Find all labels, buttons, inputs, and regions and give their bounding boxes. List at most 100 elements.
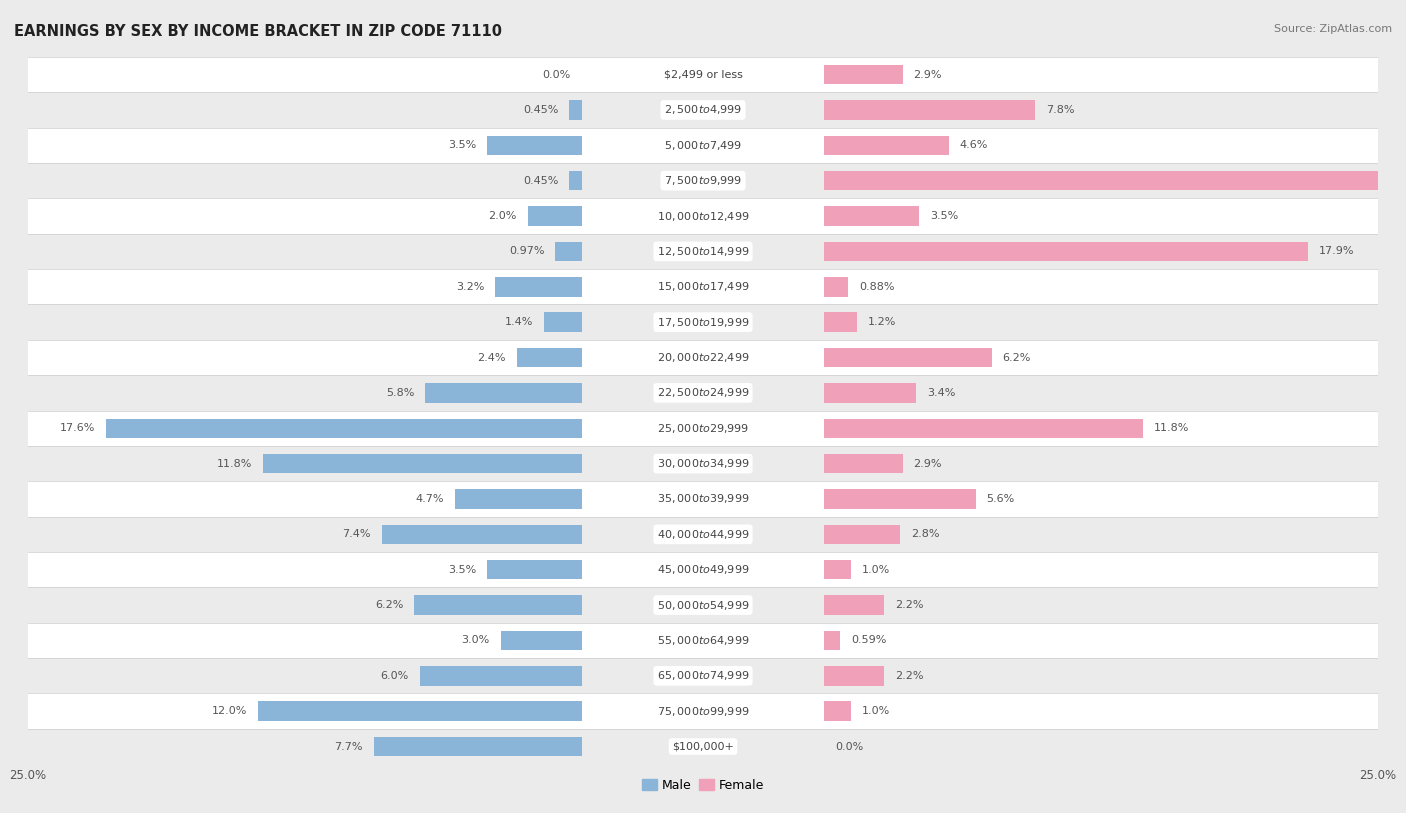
Bar [425,383,582,402]
Text: $75,000 to $99,999: $75,000 to $99,999 [657,705,749,718]
Text: 6.2%: 6.2% [1002,353,1031,363]
Bar [569,100,582,120]
Bar [501,631,582,650]
Text: 2.4%: 2.4% [478,353,506,363]
Bar [544,312,582,332]
Bar [28,693,1378,729]
Bar [824,524,900,544]
Bar [495,277,582,297]
Text: 0.0%: 0.0% [543,70,571,80]
Text: 1.0%: 1.0% [862,565,890,575]
Bar [824,419,1143,438]
Text: 1.4%: 1.4% [505,317,533,327]
Text: $2,499 or less: $2,499 or less [664,70,742,80]
Text: 5.6%: 5.6% [987,494,1015,504]
Text: 17.9%: 17.9% [1319,246,1354,256]
Text: 2.0%: 2.0% [488,211,517,221]
Text: 4.6%: 4.6% [959,141,988,150]
Text: $40,000 to $44,999: $40,000 to $44,999 [657,528,749,541]
Text: 7.4%: 7.4% [343,529,371,539]
Bar [374,737,582,756]
Bar [382,524,582,544]
Text: $30,000 to $34,999: $30,000 to $34,999 [657,457,749,470]
Bar [824,702,852,721]
Bar [419,666,582,685]
Bar [28,552,1378,587]
Text: 0.88%: 0.88% [859,282,894,292]
Text: $65,000 to $74,999: $65,000 to $74,999 [657,669,749,682]
Bar [28,340,1378,375]
Text: 0.97%: 0.97% [509,246,544,256]
Bar [263,454,582,473]
Bar [28,376,1378,411]
Legend: Male, Female: Male, Female [637,774,769,797]
Bar [107,419,582,438]
Bar [28,269,1378,304]
Bar [28,57,1378,92]
Bar [824,631,841,650]
Bar [569,171,582,190]
Text: 3.5%: 3.5% [449,565,477,575]
Text: 0.0%: 0.0% [835,741,863,751]
Text: 2.2%: 2.2% [894,600,924,610]
Text: $20,000 to $22,499: $20,000 to $22,499 [657,351,749,364]
Bar [486,560,582,580]
Bar [28,163,1378,198]
Text: $7,500 to $9,999: $7,500 to $9,999 [664,174,742,187]
Text: $15,000 to $17,499: $15,000 to $17,499 [657,280,749,293]
Text: $17,500 to $19,999: $17,500 to $19,999 [657,315,749,328]
Bar [824,65,903,85]
Bar [28,92,1378,128]
Text: $55,000 to $64,999: $55,000 to $64,999 [657,634,749,647]
Text: 2.9%: 2.9% [914,459,942,468]
Text: 1.2%: 1.2% [868,317,896,327]
Bar [28,128,1378,163]
Text: 11.8%: 11.8% [1154,424,1189,433]
Bar [824,595,884,615]
Text: 11.8%: 11.8% [217,459,252,468]
Text: 3.4%: 3.4% [927,388,956,398]
Bar [824,489,976,509]
Text: $45,000 to $49,999: $45,000 to $49,999 [657,563,749,576]
Bar [824,207,920,226]
Bar [824,241,1308,261]
Text: $25,000 to $29,999: $25,000 to $29,999 [657,422,749,435]
Text: Source: ZipAtlas.com: Source: ZipAtlas.com [1274,24,1392,34]
Bar [824,560,852,580]
Bar [28,659,1378,693]
Bar [454,489,582,509]
Text: 0.59%: 0.59% [851,636,887,646]
Text: 2.9%: 2.9% [914,70,942,80]
Text: 3.2%: 3.2% [456,282,484,292]
Text: 0.45%: 0.45% [523,176,558,185]
Text: $10,000 to $12,499: $10,000 to $12,499 [657,210,749,223]
Text: 7.7%: 7.7% [335,741,363,751]
Bar [415,595,582,615]
Text: 2.8%: 2.8% [911,529,939,539]
Text: 12.0%: 12.0% [211,706,247,716]
Bar [527,207,582,226]
Text: $2,500 to $4,999: $2,500 to $4,999 [664,103,742,116]
Bar [824,383,917,402]
Text: 3.5%: 3.5% [929,211,957,221]
Text: 6.2%: 6.2% [375,600,404,610]
Text: 6.0%: 6.0% [381,671,409,680]
Text: $22,500 to $24,999: $22,500 to $24,999 [657,386,749,399]
Bar [28,233,1378,269]
Text: $50,000 to $54,999: $50,000 to $54,999 [657,598,749,611]
Text: 5.8%: 5.8% [385,388,415,398]
Bar [555,241,582,261]
Text: 17.6%: 17.6% [60,424,96,433]
Bar [28,623,1378,659]
Bar [28,198,1378,234]
Bar [824,312,856,332]
Text: $12,500 to $14,999: $12,500 to $14,999 [657,245,749,258]
Bar [824,454,903,473]
Text: 1.0%: 1.0% [862,706,890,716]
Bar [28,729,1378,764]
Bar [824,277,848,297]
Text: EARNINGS BY SEX BY INCOME BRACKET IN ZIP CODE 71110: EARNINGS BY SEX BY INCOME BRACKET IN ZIP… [14,24,502,39]
Text: $100,000+: $100,000+ [672,741,734,751]
Bar [28,587,1378,623]
Text: 0.45%: 0.45% [523,105,558,115]
